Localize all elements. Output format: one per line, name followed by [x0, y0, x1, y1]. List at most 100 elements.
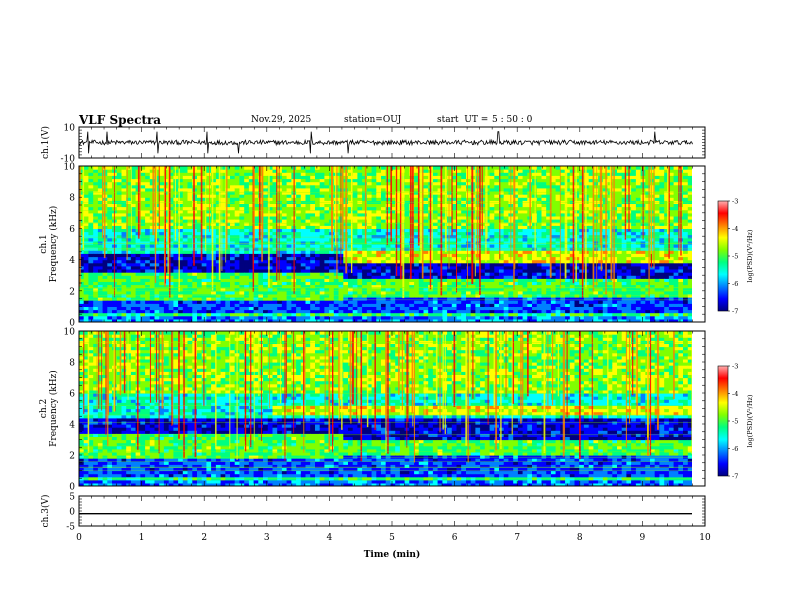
spectrogram-cell [215, 219, 222, 223]
spectrogram-cell [140, 309, 146, 314]
spectrogram-cell [126, 206, 132, 211]
spectrogram-cell [112, 312, 118, 317]
spectrogram-cell [211, 222, 217, 226]
spectrogram-cell [149, 250, 156, 254]
spectrogram-cell [163, 272, 170, 276]
spectrogram-cell [135, 287, 141, 292]
spectrogram-cell [140, 206, 146, 211]
spectrogram-cell [83, 309, 89, 314]
spectrogram-cell [163, 240, 170, 245]
spectrogram-cell [220, 300, 226, 304]
spectrogram-cell [211, 290, 217, 295]
spectrogram-cell [163, 300, 170, 304]
spectrogram-cell [159, 262, 165, 267]
spectrogram-cell [178, 284, 184, 289]
spectrogram-cell [480, 315, 486, 320]
spectrogram-cell [130, 309, 137, 314]
spectrogram-cell [135, 306, 141, 311]
spectrogram-cell [197, 181, 203, 186]
spectrogram-cell [366, 222, 373, 226]
spectrogram-cell [154, 272, 160, 276]
spectrogram-cell [130, 253, 137, 258]
spectrogram-cell [149, 253, 156, 258]
spectrogram-cell [93, 194, 99, 198]
spectrogram-cell [140, 194, 146, 198]
spectrogram-cell [83, 209, 89, 214]
spectrogram-cell [182, 166, 189, 170]
spectrogram-cell [215, 203, 222, 208]
spectrogram-cell [296, 300, 302, 304]
spectrogram-cell [149, 256, 156, 261]
spectrogram-cell [168, 269, 174, 273]
spectrogram-cell [428, 300, 434, 304]
spectrogram-cell [140, 212, 146, 217]
spectrogram-cell [466, 166, 472, 170]
spectrogram-cell [206, 250, 212, 254]
spectrogram-cell [211, 272, 217, 276]
spectrogram-cell [489, 191, 495, 195]
spectrogram-cell [182, 222, 189, 226]
spectrogram-cell [211, 181, 217, 186]
spectrogram-cell [130, 169, 137, 173]
spectrogram-cell [182, 209, 189, 214]
spectrogram-cell [88, 166, 94, 170]
spectrogram-cell [102, 275, 108, 279]
spectrogram-cell [376, 191, 382, 195]
spectrogram-cell [88, 191, 94, 195]
spectrogram-cell [211, 281, 217, 286]
spectrogram-cell [277, 191, 283, 195]
spectrogram-cell [215, 209, 222, 214]
spectrogram-cell [192, 265, 198, 270]
spectrogram-cell [83, 297, 89, 301]
spectrogram-cell [88, 247, 94, 251]
spectrogram-cell [97, 187, 104, 192]
spectrogram-cell [97, 318, 104, 322]
spectrogram-cell [140, 275, 146, 279]
spectrogram-cell [79, 287, 85, 292]
spectrogram-cell [197, 269, 203, 273]
spectrogram-cell [88, 234, 94, 239]
spectrogram-cell [130, 166, 137, 170]
spectrogram-cell [220, 303, 226, 307]
spectrogram-cell [163, 269, 170, 273]
spectrogram-cell [206, 265, 212, 270]
spectrogram-cell [116, 256, 123, 261]
spectrogram-cell [121, 191, 127, 195]
spectrogram-cell [197, 194, 203, 198]
spectrogram-cell [88, 219, 94, 223]
spectrogram-cell [168, 303, 174, 307]
spectrogram-cell [93, 244, 99, 248]
spectrogram-cell [93, 247, 99, 251]
spectrogram-cell [371, 300, 377, 304]
spectrogram-cell [121, 253, 127, 258]
spectrogram-cell [310, 191, 316, 195]
spectrogram-cell [508, 315, 514, 320]
spectrogram-cell [173, 191, 179, 195]
spectrogram-cell [154, 318, 160, 322]
spectrogram-cell [187, 172, 193, 176]
spectrogram-cell [173, 297, 179, 301]
spectrogram-cell [211, 262, 217, 267]
spectrogram-cell [197, 290, 203, 295]
spectrogram-cell [154, 265, 160, 270]
spectrogram-cell [154, 269, 160, 273]
spectrogram-cell [163, 172, 170, 176]
spectrogram-cell [173, 272, 179, 276]
spectrogram-cell [83, 269, 89, 273]
spectrogram-cell [79, 315, 85, 320]
spectrogram-cell [225, 269, 231, 273]
spectrogram-cell [201, 237, 207, 242]
spectrogram-cell [281, 206, 288, 211]
spectrogram-cell [126, 262, 132, 267]
spectrogram-cell [126, 175, 132, 180]
spectrogram-cell [116, 169, 123, 173]
spectrogram-cell [130, 219, 137, 223]
spectrogram-cell [168, 225, 174, 229]
spectrogram-cell [163, 231, 170, 236]
spectrogram-cell [187, 303, 193, 307]
spectrogram-cell [211, 203, 217, 208]
spectrogram-cell [404, 269, 410, 273]
spectrogram-cell [168, 275, 174, 279]
spectrogram-cell [305, 222, 311, 226]
spectrogram-cell [145, 222, 151, 226]
